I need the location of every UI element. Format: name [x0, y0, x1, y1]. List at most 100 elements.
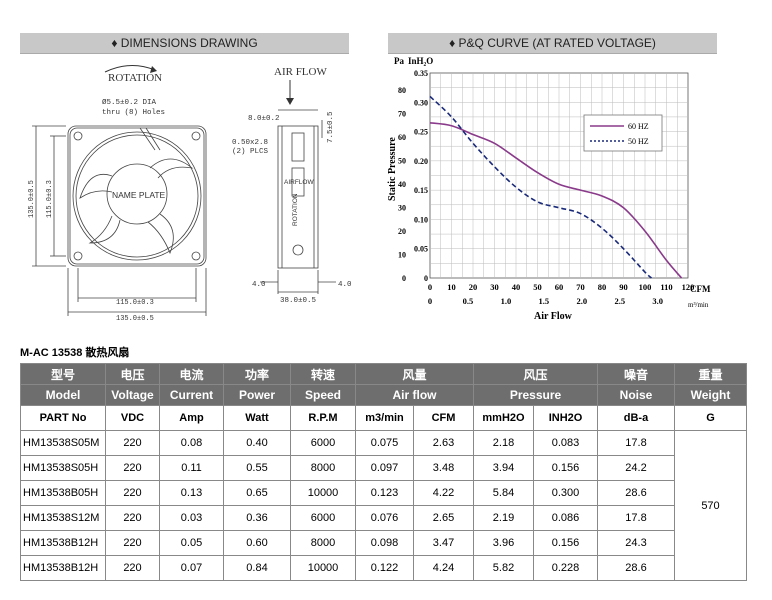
- table-cell: 0.55: [223, 455, 291, 481]
- part-number-cell: HM13538S05H: [20, 455, 106, 481]
- table-cell: 0.08: [159, 430, 224, 456]
- head-power-cn: 功率: [223, 363, 291, 385]
- head-current-cn: 电流: [159, 363, 224, 385]
- dim-h-inner: 115.0±0.3: [116, 299, 154, 307]
- table-cell: 24.3: [597, 530, 675, 556]
- header-row-cn: 型号 电压 电流 功率 转速 风量 风压 噪音 重量: [20, 363, 747, 385]
- x-tick-cfm: 40: [512, 282, 521, 292]
- y-tick-pa: 60: [398, 133, 406, 142]
- y-tick-inh2o: 0.35: [414, 69, 428, 78]
- table-cell: 0.076: [355, 505, 414, 531]
- y-tick-inh2o: 0: [424, 274, 428, 283]
- legend-50hz: 50 HZ: [628, 137, 649, 146]
- chart-legend: 60 HZ 50 HZ: [583, 114, 663, 152]
- spec-table: 型号 电压 电流 功率 转速 风量 风压 噪音 重量 Model Voltage…: [20, 363, 747, 581]
- part-number-cell: HM13538S05M: [20, 430, 106, 456]
- dim-4a: 4.0: [252, 281, 266, 289]
- table-row: HM13538S12M 220 0.03 0.36 6000 0.076 2.65 2.19 0…: [20, 505, 747, 531]
- x-tick-m3: 2.5: [614, 296, 625, 306]
- table-cell: 0.300: [533, 480, 598, 506]
- x-tick-cfm: 100: [639, 282, 652, 292]
- dim-top-1: 8.0±0.2: [248, 115, 280, 123]
- table-cell: 0.11: [159, 455, 224, 481]
- table-cell: 220: [105, 505, 160, 531]
- part-number-cell: HM13538S12M: [20, 505, 106, 531]
- y-tick-pa: 40: [398, 180, 406, 189]
- table-cell: 0.84: [223, 555, 291, 581]
- table-row: HM13538S05M 220 0.08 0.40 6000 0.075 2.63 2.18 0…: [20, 430, 747, 581]
- hole-note-2: thru (8) Holes: [102, 109, 165, 117]
- table-cell: 8000: [290, 455, 356, 481]
- y-tick-pa: 20: [398, 227, 406, 236]
- table-row: HM13538B12H 220 0.07 0.84 10000 0.122 4.24 5.82…: [20, 555, 747, 581]
- unit-cell: VDC: [105, 405, 160, 431]
- table-cell: 17.8: [597, 505, 675, 531]
- table-cell: 0.086: [533, 505, 598, 531]
- y-tick-inh2o: 0.05: [414, 245, 428, 254]
- head-noise-cn: 噪音: [597, 363, 675, 385]
- weight-cell: 570: [674, 430, 747, 581]
- x-tick-cfm: 30: [490, 282, 499, 292]
- dim-v-outer: 135.0±0.5: [28, 180, 36, 218]
- y-tick-pa: 0: [402, 274, 406, 283]
- head-voltage-cn: 电压: [105, 363, 160, 385]
- table-cell: 10000: [290, 555, 356, 581]
- table-cell: 4.22: [413, 480, 474, 506]
- unit-cell: PART No: [20, 405, 106, 431]
- x-tick-cfm: 50: [533, 282, 542, 292]
- x-tick-cfm: 70: [576, 282, 585, 292]
- x-units-top: CFM: [690, 284, 711, 294]
- table-cell: 28.6: [597, 555, 675, 581]
- head-power-en: Power: [223, 384, 291, 406]
- y-tick-pa: 30: [398, 203, 406, 212]
- unit-cell: dB-a: [597, 405, 675, 431]
- table-cell: 0.123: [355, 480, 414, 506]
- x-tick-cfm: 20: [469, 282, 478, 292]
- x-tick-cfm: 80: [598, 282, 607, 292]
- dim-h-outer: 135.0±0.5: [116, 315, 154, 323]
- table-cell: 0.228: [533, 555, 598, 581]
- table-row: HM13538S05H 220 0.11 0.55 8000 0.097 3.48 3.94 0…: [20, 455, 747, 481]
- y-tick-inh2o: 0.10: [414, 215, 428, 224]
- table-cell: 6000: [290, 430, 356, 456]
- unit-cell: Amp: [159, 405, 224, 431]
- head-weight-cn: 重量: [674, 363, 747, 385]
- dim-depth: 38.0±0.5: [280, 297, 317, 305]
- x-tick-cfm: 60: [555, 282, 564, 292]
- x-tick-cfm: 90: [619, 282, 628, 292]
- table-cell: 5.84: [473, 480, 534, 506]
- table-cell: 0.60: [223, 530, 291, 556]
- unit-cell: G: [674, 405, 747, 431]
- table-cell: 17.8: [597, 430, 675, 456]
- table-cell: 220: [105, 530, 160, 556]
- header-row-en: Model Voltage Current Power Speed Air fl…: [20, 384, 747, 406]
- x-units-bottom: m³/min: [688, 301, 709, 309]
- head-noise-en: Noise: [597, 384, 675, 406]
- table-cell: 3.47: [413, 530, 474, 556]
- dim-plcs-1: 0.50x2.8: [232, 139, 268, 147]
- dimensions-drawing: ROTATION AIR FLOW Ø5.5±0.2 DIA thru (8) …: [28, 65, 352, 323]
- side-airflow-label: AIRFLOW: [284, 179, 314, 186]
- y-tick-inh2o: 0.15: [414, 186, 428, 195]
- table-cell: 3.96: [473, 530, 534, 556]
- dim-4b: 4.0: [338, 281, 352, 289]
- side-rotation-label: ROTATION: [292, 193, 299, 226]
- part-number-cell: HM13538B12H: [20, 530, 106, 556]
- table-cell: 0.122: [355, 555, 414, 581]
- y-units-right: InH₂O: [408, 56, 433, 66]
- y-tick-pa: 10: [398, 250, 406, 259]
- unit-cell: CFM: [413, 405, 474, 431]
- table-cell: 0.03: [159, 505, 224, 531]
- table-cell: 220: [105, 555, 160, 581]
- table-cell: 0.13: [159, 480, 224, 506]
- y-tick-pa: 70: [398, 109, 406, 118]
- table-row: HM13538B12H 220 0.05 0.60 8000 0.098 3.47 3.96 0…: [20, 530, 747, 556]
- x-tick-m3: 3.0: [652, 296, 663, 306]
- table-cell: 220: [105, 430, 160, 456]
- table-cell: 220: [105, 480, 160, 506]
- table-cell: 0.05: [159, 530, 224, 556]
- units-row: PART No VDC Amp Watt R.P.M m3/min CFM mmH2O INH2…: [20, 405, 747, 431]
- head-current-en: Current: [159, 384, 224, 406]
- x-tick-cfm: 10: [447, 282, 456, 292]
- unit-cell: R.P.M: [290, 405, 356, 431]
